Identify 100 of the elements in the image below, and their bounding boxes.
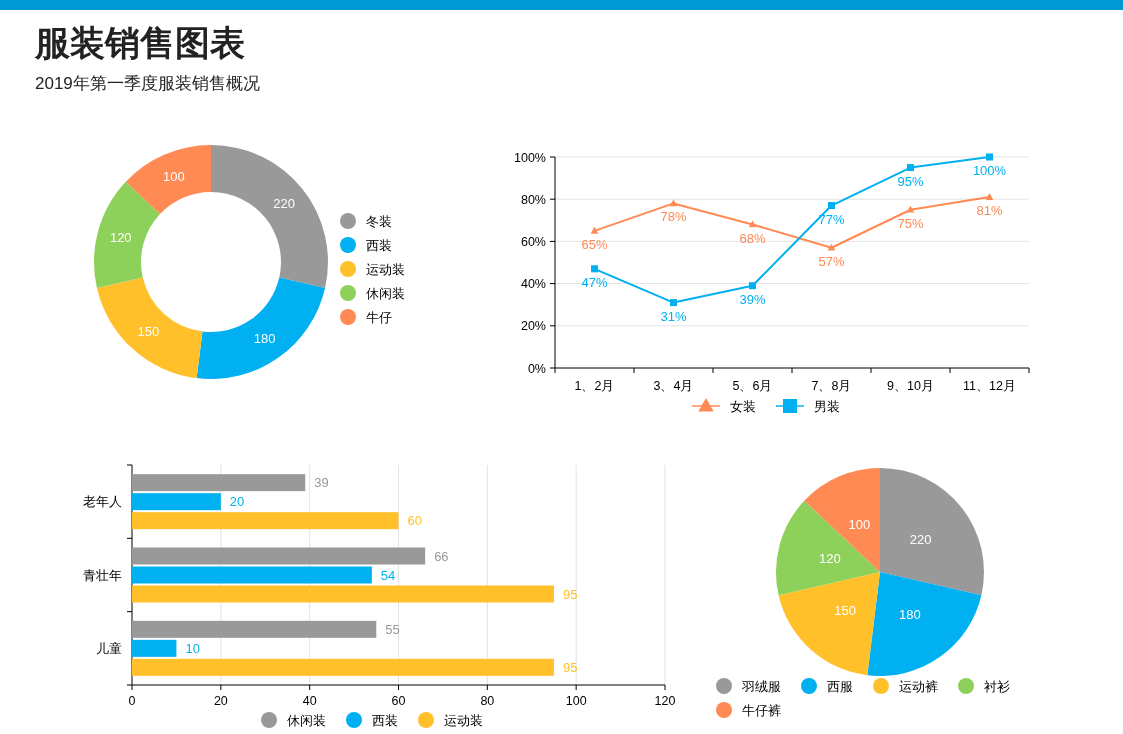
bar bbox=[132, 512, 399, 530]
point bbox=[828, 202, 835, 210]
pie-slice bbox=[867, 572, 982, 676]
data-label: 78% bbox=[660, 209, 687, 225]
x-tick-label: 20 bbox=[213, 694, 228, 708]
data-label: 180 bbox=[253, 331, 276, 347]
legend-label: 羽绒服 bbox=[741, 678, 781, 694]
legend-label: 牛仔 bbox=[366, 309, 392, 325]
y-tick-label: 100% bbox=[514, 150, 546, 165]
data-label: 77% bbox=[818, 211, 845, 227]
data-label: 60 bbox=[407, 513, 422, 529]
legend-label: 西装 bbox=[372, 712, 398, 728]
bar bbox=[132, 620, 377, 638]
x-tick-label: 40 bbox=[302, 694, 317, 708]
y-tick-label: 60% bbox=[520, 234, 546, 249]
legend-label: 休闲装 bbox=[366, 285, 405, 301]
data-label: 95% bbox=[897, 173, 924, 189]
data-label: 220 bbox=[273, 196, 295, 212]
donut-slice bbox=[211, 145, 328, 289]
point bbox=[986, 153, 993, 161]
y-tick-label: 80% bbox=[520, 192, 546, 207]
x-tick-label: 120 bbox=[654, 694, 676, 708]
y-tick-label: 青壮年 bbox=[83, 568, 122, 583]
legend-label: 牛仔裤 bbox=[742, 702, 781, 718]
x-tick-label: 3、4月 bbox=[653, 379, 694, 393]
data-label: 120 bbox=[109, 229, 132, 245]
data-label: 20 bbox=[229, 494, 245, 510]
data-label: 100% bbox=[972, 163, 1007, 178]
y-tick-label: 老年人 bbox=[83, 495, 122, 510]
data-label: 68% bbox=[739, 230, 766, 246]
point bbox=[670, 299, 677, 307]
data-label: 54 bbox=[380, 567, 396, 583]
point bbox=[985, 193, 994, 200]
x-tick-label: 80 bbox=[480, 694, 495, 708]
point bbox=[907, 164, 914, 172]
data-label: 57% bbox=[818, 253, 845, 269]
point bbox=[591, 265, 598, 273]
data-label: 100 bbox=[163, 168, 185, 184]
legend-label: 女装 bbox=[730, 398, 756, 414]
donut-slice bbox=[125, 145, 211, 215]
data-label: 31% bbox=[660, 308, 687, 324]
pie-slice bbox=[778, 572, 880, 676]
legend-label: 衬衫 bbox=[984, 678, 1010, 694]
pie-slice bbox=[776, 500, 880, 596]
data-label: 75% bbox=[897, 215, 924, 231]
legend-label: 休闲装 bbox=[287, 712, 326, 728]
bar bbox=[132, 474, 306, 492]
bar bbox=[132, 547, 426, 565]
chart-subtitle: 2019年第一季度服装销售概况 bbox=[35, 74, 260, 93]
data-label: 180 bbox=[899, 607, 921, 623]
point bbox=[748, 220, 757, 228]
y-tick-label: 20% bbox=[520, 319, 546, 334]
pie-slice bbox=[880, 468, 984, 596]
y-tick-label: 0% bbox=[527, 361, 546, 376]
data-label: 120 bbox=[818, 550, 841, 566]
data-label: 95 bbox=[562, 659, 578, 675]
y-tick-label: 40% bbox=[520, 277, 546, 292]
chart-title: 服装销售图表 bbox=[34, 23, 245, 62]
y-tick-label: 儿童 bbox=[96, 640, 122, 656]
legend-label: 西服 bbox=[827, 678, 853, 694]
data-label: 100 bbox=[848, 516, 871, 532]
bar bbox=[132, 639, 177, 657]
point bbox=[669, 199, 678, 207]
legend-label: 男装 bbox=[814, 398, 840, 414]
point bbox=[827, 243, 836, 251]
data-label: 81% bbox=[976, 203, 1003, 219]
bar bbox=[132, 585, 554, 603]
x-tick-label: 60 bbox=[391, 694, 406, 708]
x-tick-label: 7、8月 bbox=[811, 379, 852, 393]
x-tick-label: 9、10月 bbox=[887, 379, 934, 393]
data-label: 47% bbox=[581, 274, 608, 290]
legend-label: 冬装 bbox=[366, 213, 392, 229]
point bbox=[590, 226, 599, 234]
data-label: 95 bbox=[562, 586, 578, 602]
data-label: 150 bbox=[137, 323, 160, 339]
point bbox=[906, 205, 915, 213]
legend-label: 运动裤 bbox=[899, 678, 938, 694]
data-label: 65% bbox=[581, 236, 608, 252]
x-tick-label: 100 bbox=[565, 694, 587, 708]
data-label: 150 bbox=[834, 603, 856, 619]
donut-slice bbox=[196, 277, 326, 379]
x-tick-label: 11、12月 bbox=[963, 379, 1016, 393]
pie-slice bbox=[804, 468, 880, 572]
point bbox=[749, 282, 756, 290]
data-label: 66 bbox=[434, 548, 449, 564]
data-label: 10 bbox=[185, 640, 200, 656]
legend-label: 运动装 bbox=[366, 261, 405, 277]
donut-slice bbox=[96, 277, 203, 379]
data-label: 220 bbox=[909, 532, 932, 548]
x-tick-label: 5、6月 bbox=[732, 379, 773, 393]
data-label: 39% bbox=[739, 291, 766, 307]
bar bbox=[132, 566, 372, 584]
legend-label: 运动装 bbox=[444, 712, 483, 728]
x-tick-label: 1、2月 bbox=[574, 379, 615, 393]
bar bbox=[132, 658, 554, 676]
data-label: 39 bbox=[314, 475, 329, 491]
donut-slice bbox=[94, 181, 161, 289]
x-tick-label: 0 bbox=[128, 694, 136, 708]
data-label: 55 bbox=[385, 621, 400, 637]
bar bbox=[132, 493, 221, 511]
